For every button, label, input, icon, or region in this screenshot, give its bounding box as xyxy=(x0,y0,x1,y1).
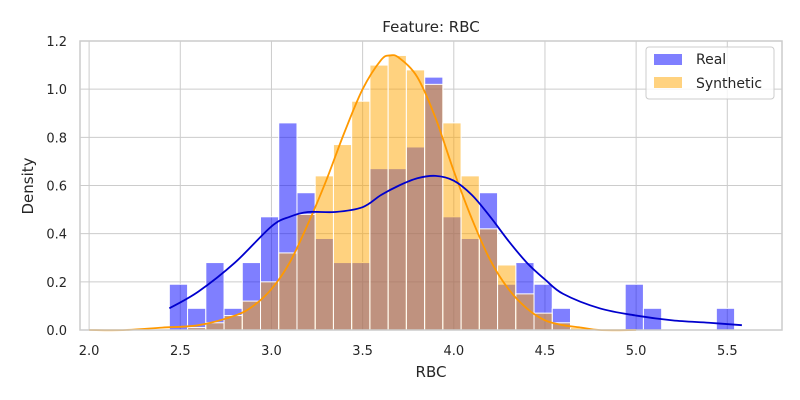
y-tick-label: 0.6 xyxy=(46,180,67,195)
y-tick-label: 1.2 xyxy=(46,35,67,50)
x-tick-label: 5.5 xyxy=(717,344,738,359)
x-tick-label: 2.0 xyxy=(79,344,100,359)
x-tick-label: 4.5 xyxy=(535,344,556,359)
y-tick-label: 0.2 xyxy=(46,276,67,291)
y-tick-label: 1.0 xyxy=(46,83,67,98)
synthetic-bar xyxy=(497,264,517,331)
real-kde-line xyxy=(168,174,742,327)
synthetic-bar xyxy=(424,83,444,331)
x-tick-label: 5.0 xyxy=(626,344,647,359)
chart-title: Feature: RBC xyxy=(382,18,479,36)
y-axis-label: Density xyxy=(19,157,37,214)
legend-swatch-real xyxy=(654,54,682,65)
synthetic-bar xyxy=(241,300,262,331)
synthetic-bar xyxy=(442,122,462,331)
legend-label-real: Real xyxy=(696,52,726,68)
synthetic-bar xyxy=(405,69,426,331)
legend-swatch-synthetic xyxy=(654,77,682,88)
x-tick-label: 4.0 xyxy=(443,344,464,359)
y-tick-label: 0.4 xyxy=(46,228,67,243)
real-bar xyxy=(715,307,736,331)
y-tick-label: 0.8 xyxy=(46,131,67,146)
x-axis-label: RBC xyxy=(416,363,447,381)
y-tick-labels: 0.0 0.2 0.4 0.6 0.8 1.0 1.2 xyxy=(46,35,67,339)
plot-frame xyxy=(79,40,783,331)
synthetic-kde-line xyxy=(89,54,637,332)
synthetic-bar xyxy=(296,213,316,331)
synthetic-bar xyxy=(332,144,353,331)
x-tick-label: 3.0 xyxy=(261,344,282,359)
synthetic-bar xyxy=(387,54,407,331)
y-tick-label: 0.0 xyxy=(46,324,67,339)
synthetic-bar xyxy=(260,281,280,331)
real-bar xyxy=(624,283,644,331)
x-tick-label: 2.5 xyxy=(170,344,191,359)
x-tick-labels: 2.0 2.5 3.0 3.5 4.0 4.5 5.0 5.5 xyxy=(79,344,738,359)
synthetic-bar xyxy=(369,64,389,331)
x-tick-label: 3.5 xyxy=(352,344,373,359)
synthetic-bar xyxy=(351,100,371,331)
legend: Real Synthetic xyxy=(645,46,775,100)
legend-label-synthetic: Synthetic xyxy=(696,76,762,92)
kde-curves xyxy=(89,54,742,332)
